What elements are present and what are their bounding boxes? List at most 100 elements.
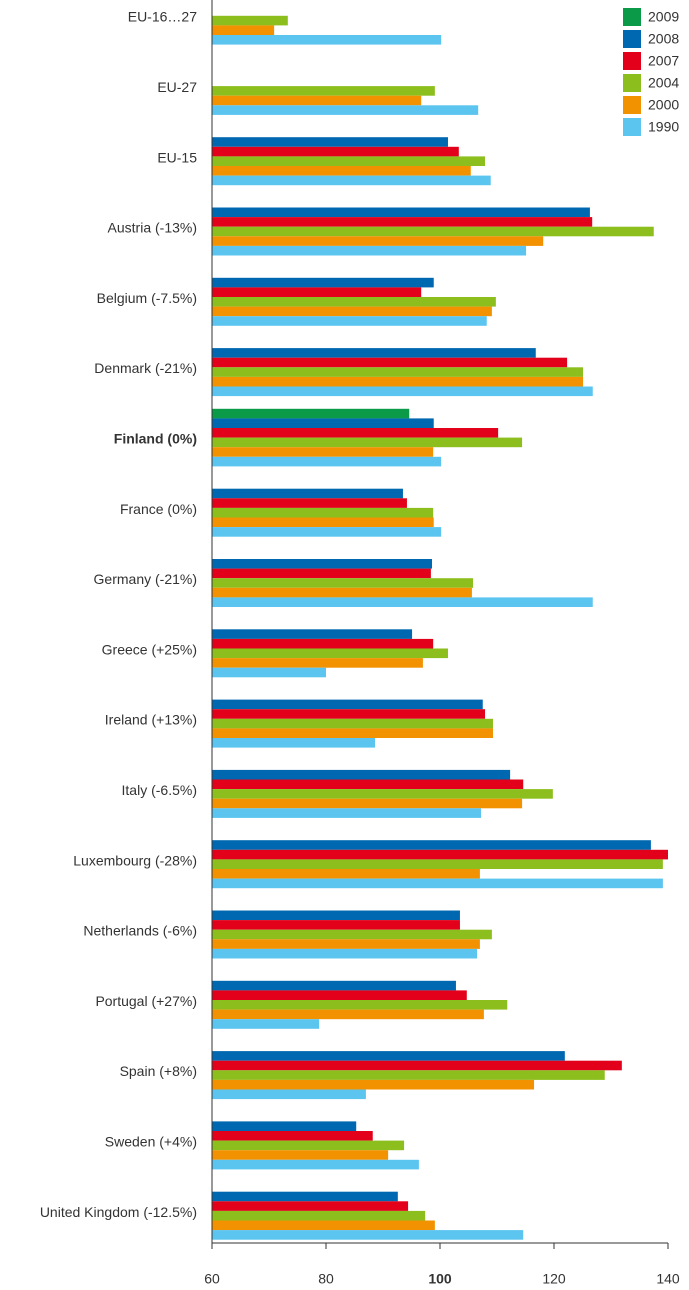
bar [212, 1131, 373, 1141]
bar [212, 447, 434, 457]
category-label: EU-15 [157, 149, 197, 165]
bar [212, 1009, 484, 1020]
bar [212, 1019, 320, 1029]
bar [212, 1051, 565, 1061]
bar [212, 316, 487, 326]
bar [212, 297, 496, 307]
bar [212, 849, 668, 860]
bar [212, 878, 663, 889]
x-tick-label: 140 [656, 1271, 680, 1287]
bar [212, 456, 442, 467]
legend-swatch [623, 96, 641, 114]
bar [212, 428, 499, 438]
bar [212, 648, 448, 659]
bar [212, 105, 479, 115]
bar [212, 779, 524, 790]
bar [212, 166, 471, 176]
bar [212, 348, 536, 358]
bar [212, 1191, 398, 1202]
x-tick-label: 120 [542, 1271, 566, 1287]
bar [212, 367, 584, 377]
category-label: Denmark (-21%) [94, 360, 197, 376]
bar [212, 1079, 535, 1090]
category-label: Belgium (-7.5%) [97, 290, 197, 306]
x-tick-label: 80 [318, 1271, 334, 1287]
legend-label: 2008 [648, 31, 679, 47]
bar [212, 357, 568, 368]
bar [212, 1070, 605, 1080]
legend-swatch [623, 52, 641, 70]
bar [212, 667, 326, 678]
bar [212, 699, 483, 710]
bar [212, 25, 275, 35]
bar [212, 207, 590, 218]
bar [212, 306, 492, 317]
bar [212, 15, 288, 26]
category-label: Italy (-6.5%) [122, 782, 197, 798]
bar [212, 990, 467, 1000]
category-label: Portugal (+27%) [95, 993, 197, 1009]
bar [212, 789, 553, 799]
legend-swatch [623, 74, 641, 92]
bar [212, 146, 459, 157]
bar [212, 629, 413, 639]
bar [212, 418, 434, 428]
bar [212, 718, 494, 729]
category-label: Austria (-13%) [108, 220, 197, 236]
bar [212, 1121, 357, 1131]
bar [212, 1220, 435, 1231]
bar [212, 156, 486, 166]
bar [212, 808, 482, 818]
bar [212, 517, 434, 528]
bar [212, 1201, 409, 1211]
bar [212, 1000, 508, 1010]
legend-label: 2009 [648, 9, 679, 25]
category-label: EU-16…27 [128, 9, 197, 25]
bar [212, 658, 423, 668]
bar [212, 507, 434, 518]
bar [212, 1089, 366, 1100]
bar [212, 175, 491, 186]
bar [212, 1159, 419, 1170]
category-label: Spain (+8%) [120, 1063, 197, 1079]
category-label: Ireland (+13%) [105, 712, 197, 728]
legend-swatch [623, 118, 641, 136]
legend-label: 1990 [648, 119, 679, 135]
legend-label: 2007 [648, 53, 679, 69]
bar [212, 217, 593, 227]
bar [212, 488, 403, 499]
bar [212, 386, 593, 397]
category-label: Luxembourg (-28%) [73, 852, 197, 868]
legend-swatch [623, 8, 641, 26]
bar [212, 1230, 524, 1240]
category-label: Finland (0%) [114, 431, 197, 447]
bar [212, 287, 422, 297]
bar [212, 869, 480, 879]
bar [212, 709, 486, 719]
bar [212, 738, 376, 748]
bar [212, 728, 494, 738]
bar [212, 559, 433, 569]
bar [212, 578, 474, 588]
bar [212, 437, 523, 448]
bar [212, 35, 442, 45]
bar [212, 1150, 389, 1160]
category-label: France (0%) [120, 501, 197, 517]
bar [212, 245, 527, 256]
bar [212, 1210, 426, 1221]
category-label: United Kingdom (-12.5%) [40, 1204, 197, 1220]
bar [212, 1140, 405, 1151]
bar [212, 939, 480, 949]
bar [212, 137, 448, 147]
bar [212, 840, 651, 850]
bar [212, 929, 492, 940]
legend-swatch [623, 30, 641, 48]
x-tick-label: 60 [204, 1271, 220, 1287]
bar [212, 587, 472, 598]
bar [212, 498, 407, 508]
category-label: EU-27 [157, 79, 197, 95]
bar [212, 769, 511, 780]
bar [212, 95, 422, 106]
bar [212, 910, 460, 921]
